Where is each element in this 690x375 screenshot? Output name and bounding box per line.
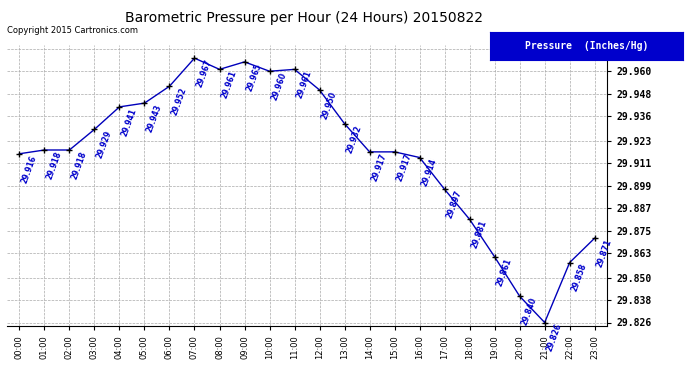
- Text: 29.918: 29.918: [44, 150, 63, 181]
- Text: Pressure  (Inches/Hg): Pressure (Inches/Hg): [525, 41, 648, 51]
- Text: Copyright 2015 Cartronics.com: Copyright 2015 Cartronics.com: [7, 26, 138, 35]
- Text: 29.918: 29.918: [70, 150, 88, 181]
- Text: 29.952: 29.952: [170, 86, 188, 117]
- Text: Barometric Pressure per Hour (24 Hours) 20150822: Barometric Pressure per Hour (24 Hours) …: [125, 11, 482, 25]
- Text: 29.917: 29.917: [395, 152, 413, 183]
- Text: 29.932: 29.932: [344, 124, 363, 154]
- Text: 29.943: 29.943: [144, 103, 163, 134]
- Text: 29.965: 29.965: [244, 62, 263, 92]
- Text: 29.961: 29.961: [219, 69, 238, 100]
- Text: 29.826: 29.826: [544, 322, 563, 353]
- Text: 29.917: 29.917: [370, 152, 388, 183]
- Text: 29.897: 29.897: [444, 189, 463, 220]
- Text: 29.961: 29.961: [295, 69, 313, 100]
- Text: 29.840: 29.840: [520, 296, 538, 327]
- Text: 29.929: 29.929: [95, 129, 113, 160]
- Text: 29.881: 29.881: [470, 219, 488, 250]
- Text: 29.916: 29.916: [19, 154, 38, 184]
- Text: 29.967: 29.967: [195, 58, 213, 89]
- Text: 29.960: 29.960: [270, 71, 288, 102]
- Text: 29.858: 29.858: [570, 262, 588, 293]
- Text: 29.941: 29.941: [119, 107, 138, 137]
- Text: 29.871: 29.871: [595, 238, 613, 269]
- Text: 29.914: 29.914: [420, 158, 438, 188]
- Text: 29.950: 29.950: [319, 90, 338, 120]
- Text: 29.861: 29.861: [495, 257, 513, 288]
